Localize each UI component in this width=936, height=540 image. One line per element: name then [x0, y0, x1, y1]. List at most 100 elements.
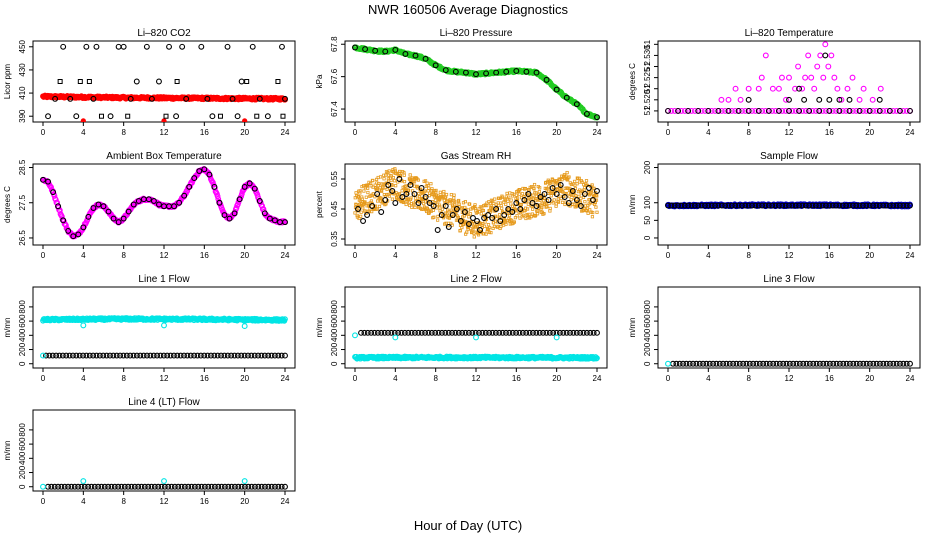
data-point	[890, 107, 897, 114]
data-point	[793, 360, 800, 367]
x-tick-label: 0	[41, 251, 46, 260]
data-point	[563, 329, 570, 336]
data-point	[400, 189, 404, 193]
panel-5: Gas Stream RH percent 0 4 8 12 16 20 24 0.35 0.45 0…	[315, 151, 608, 260]
data-point	[256, 198, 263, 204]
data-point	[506, 207, 511, 211]
data-point	[156, 201, 162, 208]
data-point	[431, 208, 435, 212]
data-point	[282, 352, 288, 359]
data-point	[241, 352, 248, 359]
data-point	[265, 352, 272, 359]
data-point	[380, 189, 384, 193]
data-point	[816, 202, 823, 209]
x-tick-label: 4	[81, 251, 86, 260]
series-pressure-averages-black-	[352, 44, 600, 121]
y-tick-label: 800	[330, 300, 339, 314]
data-point	[356, 194, 361, 199]
data-point	[816, 107, 823, 114]
data-point	[762, 202, 769, 209]
data-point	[782, 107, 789, 114]
x-tick-label: 20	[240, 251, 249, 260]
data-point	[425, 207, 430, 211]
data-point	[355, 206, 361, 212]
data-point	[786, 202, 792, 209]
data-point	[715, 107, 722, 114]
y-tick-label: 200	[643, 342, 652, 356]
plot-frame	[657, 286, 921, 369]
data-point	[183, 95, 190, 102]
data-point	[779, 107, 786, 114]
data-point	[398, 329, 405, 336]
data-point	[388, 329, 395, 336]
data-point	[457, 198, 461, 203]
data-point	[428, 329, 435, 336]
data-point	[870, 360, 877, 367]
data-point	[85, 213, 92, 220]
data-point	[867, 360, 873, 367]
data-point	[725, 202, 732, 209]
data-point	[392, 200, 399, 206]
data-point	[690, 360, 697, 367]
data-point	[823, 202, 829, 209]
data-point	[740, 360, 747, 367]
data-point	[133, 352, 140, 359]
data-point	[358, 189, 362, 193]
data-point	[493, 197, 497, 201]
data-layer	[40, 315, 288, 359]
data-point	[359, 214, 363, 218]
data-point	[468, 202, 472, 206]
data-point	[412, 202, 416, 207]
data-point	[462, 329, 469, 336]
data-point	[809, 107, 816, 114]
data-point	[886, 202, 893, 209]
data-point	[151, 483, 158, 490]
data-point	[423, 195, 427, 200]
data-point	[560, 200, 565, 204]
data-point	[120, 215, 127, 222]
data-point	[354, 202, 358, 206]
data-point	[671, 107, 678, 114]
data-point	[282, 95, 288, 102]
data-point	[390, 197, 395, 201]
data-point	[155, 483, 162, 490]
series-box-temperature-raw-magenta-	[40, 166, 288, 240]
data-point	[362, 200, 367, 205]
data-point	[561, 194, 568, 200]
data-point	[462, 69, 469, 76]
x-tick-label: 0	[41, 128, 46, 137]
panel-title: Ambient Box Temperature	[106, 151, 222, 162]
data-point	[242, 483, 248, 490]
data-point	[676, 360, 683, 367]
data-point	[179, 43, 186, 50]
data-point	[90, 352, 97, 359]
data-point	[412, 180, 417, 184]
data-point	[249, 43, 256, 50]
data-point	[732, 202, 739, 209]
data-point	[98, 113, 104, 119]
data-point	[772, 107, 779, 114]
data-point	[143, 43, 150, 50]
data-point	[67, 95, 74, 102]
data-point	[241, 183, 248, 190]
data-point	[499, 329, 506, 336]
data-point	[500, 206, 504, 210]
data-point	[75, 231, 82, 238]
data-point	[265, 483, 272, 490]
y-tick-label: 400	[330, 328, 339, 342]
x-tick-label: 16	[200, 128, 209, 137]
data-point	[540, 329, 547, 336]
data-point	[197, 352, 204, 359]
data-point	[234, 352, 241, 359]
data-point	[556, 197, 560, 201]
data-point	[554, 202, 558, 206]
data-point	[108, 483, 115, 490]
data-point	[447, 216, 452, 220]
data-point	[485, 212, 492, 218]
data-point	[594, 114, 600, 121]
data-point	[796, 85, 803, 92]
data-point	[83, 43, 90, 50]
data-point	[378, 175, 383, 179]
data-point	[473, 203, 477, 207]
y-tick-label: 50	[643, 215, 652, 224]
